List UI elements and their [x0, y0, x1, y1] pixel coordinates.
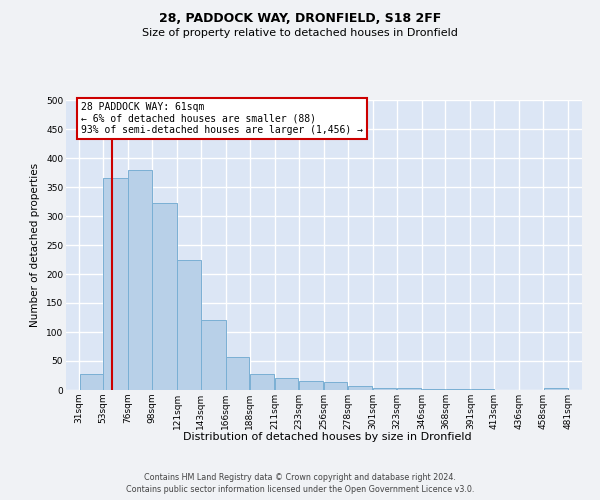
Bar	[275, 378, 298, 390]
Bar	[348, 386, 372, 390]
Bar	[544, 388, 568, 390]
Bar	[128, 170, 152, 390]
Bar	[373, 388, 396, 390]
Bar	[324, 382, 347, 390]
Text: 28, PADDOCK WAY, DRONFIELD, S18 2FF: 28, PADDOCK WAY, DRONFIELD, S18 2FF	[159, 12, 441, 26]
Bar	[80, 374, 103, 390]
Bar	[397, 388, 421, 390]
Text: Contains public sector information licensed under the Open Government Licence v3: Contains public sector information licen…	[126, 485, 474, 494]
Bar	[201, 320, 226, 390]
Y-axis label: Number of detached properties: Number of detached properties	[31, 163, 40, 327]
Bar	[103, 178, 128, 390]
Bar	[152, 202, 176, 390]
Text: Distribution of detached houses by size in Dronfield: Distribution of detached houses by size …	[182, 432, 472, 442]
Bar	[299, 382, 323, 390]
Bar	[178, 260, 200, 390]
Text: Size of property relative to detached houses in Dronfield: Size of property relative to detached ho…	[142, 28, 458, 38]
Text: 28 PADDOCK WAY: 61sqm
← 6% of detached houses are smaller (88)
93% of semi-detac: 28 PADDOCK WAY: 61sqm ← 6% of detached h…	[82, 102, 364, 135]
Bar	[250, 374, 274, 390]
Bar	[226, 357, 250, 390]
Text: Contains HM Land Registry data © Crown copyright and database right 2024.: Contains HM Land Registry data © Crown c…	[144, 472, 456, 482]
